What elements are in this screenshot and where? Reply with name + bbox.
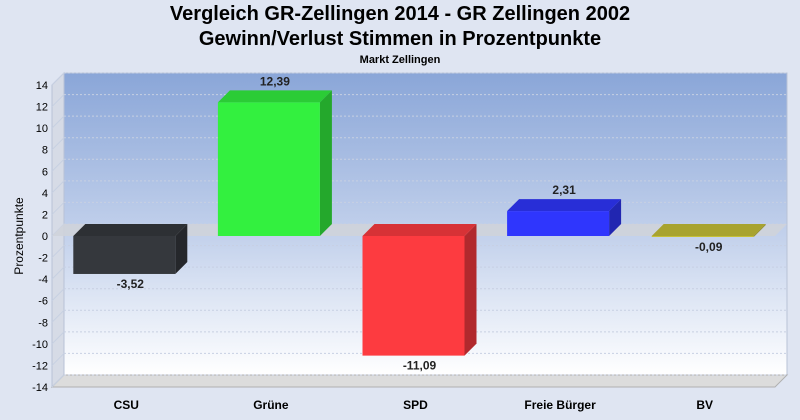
gridline-side [51,137,65,151]
x-tick-label-3: Freie Bürger [524,398,596,412]
bar-2 [362,236,465,356]
bar-1 [217,102,320,237]
gridline-side [51,158,65,172]
gridline-side [51,245,65,258]
bar-0 [73,236,176,274]
bar-top-1 [217,90,332,103]
chart-caption: Markt Zellingen [359,54,441,66]
y-tick-label: -12 [32,360,48,372]
gridline-side [51,94,65,107]
bar-side-0 [175,224,188,274]
y-tick-label: 8 [42,145,48,157]
bar-top-3 [507,199,622,212]
bar-side-4 [753,224,766,237]
y-axis-label: Prozentpunkte [12,197,26,275]
gridline-side [51,288,65,302]
y-tick-label: -8 [38,317,48,329]
data-label-0: -3,52 [117,277,145,291]
y-tick-label: -2 [38,253,48,265]
gridline-side [51,202,65,215]
gridline-side [51,72,65,86]
plot-floor [50,374,789,388]
bar-side-1 [319,90,332,237]
y-tick-label: 10 [36,123,48,135]
y-tick-label: 4 [42,188,48,200]
y-tick-label: -14 [32,382,48,394]
gridline-side [51,115,65,129]
chart-title: Vergleich GR-Zellingen 2014 - GR Zelling… [169,3,631,25]
bar-4 [651,236,754,237]
x-tick-label-2: SPD [403,398,428,412]
bar-side-3 [609,199,622,236]
data-label-2: -11,09 [403,359,437,373]
gridline-side [51,374,65,388]
data-label-1: 12,39 [260,74,290,88]
y-tick-label: 12 [36,102,48,114]
gridline-side [51,331,65,345]
x-tick-label-4: BV [696,398,713,412]
gridline-side [51,180,65,194]
gridline-side [51,353,65,366]
bar-top-4 [651,224,766,236]
chart-subtitle: Gewinn/Verlust Stimmen in Prozentpunkte [198,28,602,50]
y-tick-label: -4 [38,274,48,286]
gridline-side [51,309,65,323]
bar-3 [507,211,610,236]
y-tick-label: -6 [38,296,48,308]
gridline-side [51,266,65,280]
bar-top-2 [362,224,477,236]
bar-top-0 [73,224,188,236]
data-label-4: -0,09 [695,240,723,254]
x-tick-label-1: Grüne [253,398,289,412]
y-tick-label: 14 [36,80,48,92]
y-tick-label: 0 [42,231,48,243]
x-tick-label-0: CSU [114,398,139,412]
y-tick-label: 6 [42,166,48,178]
y-tick-label: 2 [42,209,48,221]
data-label-3: 2,31 [552,183,576,197]
y-tick-label: -10 [32,339,48,351]
bar-side-2 [464,224,477,356]
